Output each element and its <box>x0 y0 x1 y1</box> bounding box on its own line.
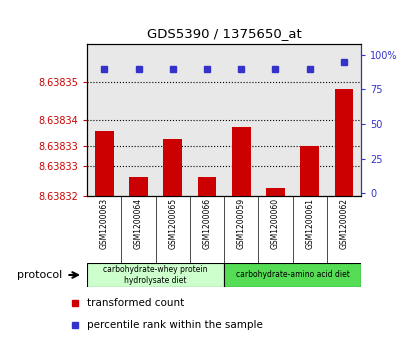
Bar <box>266 188 285 196</box>
Text: GSM1200061: GSM1200061 <box>305 198 314 249</box>
Bar <box>95 131 114 196</box>
Bar <box>224 263 361 287</box>
Text: GSM1200059: GSM1200059 <box>237 198 246 249</box>
Text: GSM1200062: GSM1200062 <box>339 198 349 249</box>
Text: transformed count: transformed count <box>87 298 184 309</box>
Bar <box>164 139 182 196</box>
Text: percentile rank within the sample: percentile rank within the sample <box>87 320 263 330</box>
Text: GSM1200060: GSM1200060 <box>271 198 280 249</box>
Bar <box>300 146 319 196</box>
Text: hydrolysate diet: hydrolysate diet <box>124 276 187 285</box>
Text: GSM1200066: GSM1200066 <box>203 198 212 249</box>
Text: GDS5390 / 1375650_at: GDS5390 / 1375650_at <box>147 27 301 40</box>
Bar <box>87 263 224 287</box>
Text: carbohydrate-amino acid diet: carbohydrate-amino acid diet <box>236 270 349 280</box>
Text: GSM1200063: GSM1200063 <box>100 198 109 249</box>
Text: protocol: protocol <box>17 270 62 280</box>
Bar <box>334 89 353 196</box>
Bar <box>232 127 251 196</box>
Bar <box>129 177 148 196</box>
Bar <box>198 177 216 196</box>
Text: GSM1200064: GSM1200064 <box>134 198 143 249</box>
Text: carbohydrate-whey protein: carbohydrate-whey protein <box>103 265 208 274</box>
Text: GSM1200065: GSM1200065 <box>168 198 177 249</box>
